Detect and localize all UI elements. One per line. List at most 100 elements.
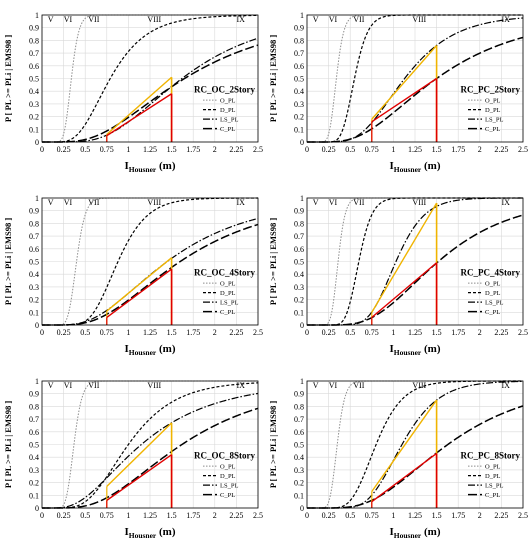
x-tick-label: 0.75 — [365, 511, 379, 520]
x-tick-label: 0.75 — [100, 328, 114, 337]
intensity-label: V — [313, 15, 319, 24]
y-tick-label: 0.9 — [29, 24, 39, 33]
chart-title: RC_OC_4Story — [194, 267, 255, 277]
x-tick-label: 1.25 — [143, 145, 157, 154]
intensity-label: VII — [88, 198, 99, 207]
legend-label: LS_PL — [220, 117, 238, 124]
y-tick-label: 0.3 — [29, 466, 39, 475]
chart-title: RC_PC_2Story — [461, 84, 521, 94]
legend: O_PL D_PL LS_PL C_PL — [468, 464, 503, 499]
series-line-d-pl — [307, 380, 523, 509]
intensity-label: IX — [236, 381, 245, 390]
x-tick-label: 1 — [126, 328, 130, 337]
y-axis-label: P [ PL >= PLi | EMS98 ] — [3, 35, 13, 123]
x-tick-label: 0 — [305, 145, 309, 154]
x-tick-label: 1.75 — [186, 328, 200, 337]
x-tick-label: 1.25 — [408, 511, 422, 520]
x-tick-label: 2.25 — [229, 511, 243, 520]
x-tick-label: 2 — [478, 511, 482, 520]
intensity-label: VI — [64, 381, 73, 390]
legend-label: LS_PL — [220, 300, 238, 307]
legend-label: O_PL — [485, 98, 501, 105]
y-tick-label: 0.7 — [29, 49, 39, 58]
highlights — [106, 76, 173, 142]
y-axis-label: P [ PL >= PLi | EMS98 ] — [268, 35, 278, 123]
x-tick-label: 1.75 — [186, 145, 200, 154]
intensity-label: V — [48, 381, 54, 390]
y-tick-label: 0.5 — [294, 441, 304, 450]
x-tick-label: 1.75 — [451, 511, 465, 520]
x-tick-label: 1.75 — [451, 328, 465, 337]
y-tick-label: 0.6 — [29, 62, 39, 71]
y-tick-label: 0.6 — [29, 245, 39, 254]
y-tick-label: 0.2 — [29, 479, 39, 488]
y-tick-label: 0.9 — [294, 24, 304, 33]
x-tick-label: 0 — [40, 145, 44, 154]
y-tick-label: 0 — [300, 138, 304, 147]
x-tick-label: 0.5 — [80, 145, 90, 154]
highlight-red-segment — [371, 262, 438, 318]
intensity-label: VI — [329, 381, 338, 390]
series-line-c-pl — [307, 405, 524, 509]
y-tick-label: 0.5 — [294, 258, 304, 267]
legend: O_PL D_PL LS_PL C_PL — [468, 98, 503, 133]
tick-labels: 0 0.25 0.5 0.75 1 1.25 1.5 1.75 2 2.25 2.5 0 0.1 0.2 0… — [29, 11, 263, 154]
y-tick-label: 0.2 — [294, 479, 304, 488]
x-axis-label: IHousner (m) — [389, 526, 440, 540]
y-tick-label: 0 — [35, 138, 39, 147]
legend-label: D_PL — [485, 290, 501, 297]
tick-labels: 0 0.25 0.5 0.75 1 1.25 1.5 1.75 2 2.25 2.5 0 0.1 0.2 0… — [294, 11, 528, 154]
highlights — [106, 422, 173, 508]
intensity-label: VII — [353, 15, 364, 24]
chart-title: RC_OC_8Story — [194, 450, 255, 460]
highlights — [371, 202, 438, 325]
intensity-label: IX — [501, 381, 510, 390]
intensity-label: IX — [236, 198, 245, 207]
y-tick-label: 0.8 — [29, 36, 39, 45]
x-tick-label: 1.25 — [408, 328, 422, 337]
legend-label: O_PL — [220, 98, 236, 105]
legend-label: C_PL — [220, 492, 235, 499]
chart-panel-6: 0 0.25 0.5 0.75 1 1.25 1.5 1.75 2 2.25 2.5 0 0.1 0.2 0… — [265, 366, 530, 549]
legend-label: LS_PL — [485, 483, 503, 490]
x-tick-label: 2.25 — [494, 328, 508, 337]
series-line-c-pl — [42, 44, 259, 143]
x-tick-label: 1.25 — [143, 328, 157, 337]
plot-frame — [306, 14, 524, 143]
x-tick-label: 1 — [391, 328, 395, 337]
x-tick-label: 0 — [40, 328, 44, 337]
legend-label: C_PL — [485, 492, 500, 499]
legend-label: C_PL — [485, 309, 500, 316]
y-tick-label: 0.8 — [294, 402, 304, 411]
legend-label: C_PL — [220, 126, 235, 133]
highlight-yellow-segment — [106, 422, 173, 487]
y-tick-label: 0.1 — [29, 125, 39, 134]
intensity-labels: V VI VII VIII IX — [48, 15, 245, 24]
chart-panel-2: 0 0.25 0.5 0.75 1 1.25 1.5 1.75 2 2.25 2.5 0 0.1 0.2 0… — [265, 0, 530, 183]
x-tick-label: 0.5 — [345, 511, 355, 520]
y-tick-label: 0.7 — [29, 232, 39, 241]
y-tick-label: 0.8 — [294, 36, 304, 45]
plot-frame — [306, 197, 524, 326]
intensity-label: VIII — [147, 381, 161, 390]
chart-title: RC_OC_2Story — [194, 84, 255, 94]
y-tick-label: 0.5 — [294, 75, 304, 84]
x-tick-label: 0.75 — [365, 145, 379, 154]
series-line-ls-pl — [307, 17, 524, 143]
highlight-red-segment — [371, 77, 437, 123]
intensity-label: VIII — [412, 198, 426, 207]
legend-label: C_PL — [220, 309, 235, 316]
x-tick-label: 1.5 — [167, 511, 177, 520]
legend-label: O_PL — [485, 281, 501, 288]
intensity-label: VII — [88, 381, 99, 390]
x-tick-label: 0.5 — [345, 328, 355, 337]
x-tick-label: 1 — [126, 511, 130, 520]
series-line-ls-pl — [42, 37, 259, 143]
x-tick-label: 1.75 — [186, 511, 200, 520]
y-tick-label: 0.7 — [294, 415, 304, 424]
x-tick-label: 2.25 — [494, 511, 508, 520]
y-tick-label: 0.2 — [294, 113, 304, 122]
intensity-label: VII — [353, 381, 364, 390]
x-tick-label: 0.5 — [80, 511, 90, 520]
y-tick-label: 0.9 — [294, 207, 304, 216]
